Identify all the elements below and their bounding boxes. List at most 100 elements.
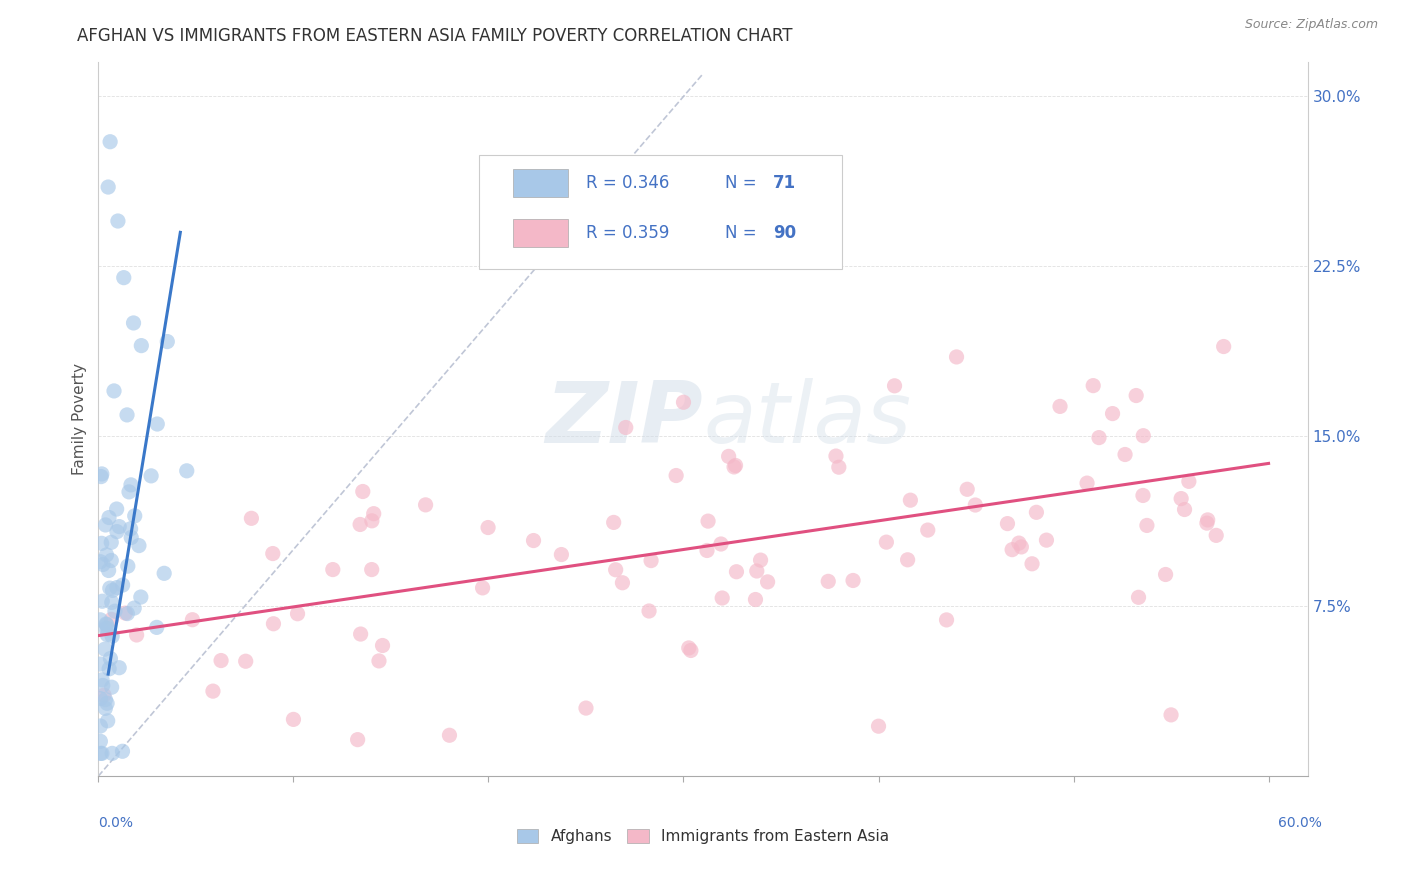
Point (665, 468, 688, 483)
Point (550, 548, 572, 562)
Point (120, 478, 142, 492)
Point (696, 543, 718, 558)
Point (672, 395, 695, 409)
Point (201, 684, 224, 698)
Point (120, 522, 142, 536)
Point (679, 643, 702, 657)
Point (917, 523, 939, 537)
Point (100, 612, 122, 626)
Point (1088, 431, 1111, 445)
Point (105, 524, 128, 539)
Point (724, 458, 747, 473)
Point (360, 514, 382, 528)
Point (1132, 428, 1154, 442)
Text: N =: N = (724, 174, 762, 192)
Point (91, 594, 114, 608)
Point (94, 642, 117, 657)
Point (1195, 516, 1218, 530)
Point (117, 607, 139, 621)
Point (638, 604, 661, 618)
Point (146, 417, 169, 431)
Point (868, 719, 890, 733)
Point (124, 508, 146, 523)
Point (1076, 476, 1098, 491)
Point (1136, 518, 1159, 533)
Point (94, 692, 117, 706)
Point (98, 135, 121, 149)
Point (90, 467, 112, 481)
Point (98, 581, 121, 595)
Point (105, 502, 128, 516)
Point (1205, 528, 1227, 542)
Point (89, 555, 111, 569)
Point (346, 732, 368, 747)
Point (209, 654, 232, 668)
Point (789, 248, 811, 262)
Point (128, 539, 150, 553)
Text: R = 0.346: R = 0.346 (586, 174, 669, 192)
Point (131, 338, 153, 352)
Point (91, 678, 114, 692)
Point (103, 384, 125, 398)
Point (1170, 491, 1192, 506)
Point (114, 606, 136, 620)
Point (997, 516, 1019, 531)
Point (89, 691, 111, 706)
Point (900, 493, 922, 508)
Point (1178, 475, 1201, 489)
Point (287, 607, 309, 621)
Point (1083, 378, 1105, 392)
Point (349, 627, 371, 641)
Point (240, 511, 263, 525)
Point (612, 575, 634, 590)
Point (875, 535, 897, 549)
Point (100, 680, 122, 694)
Point (1173, 502, 1195, 516)
Point (471, 581, 494, 595)
Point (956, 483, 979, 497)
Point (100, 651, 122, 665)
Point (897, 553, 920, 567)
Point (711, 591, 734, 605)
Point (120, 531, 142, 545)
Point (96, 696, 118, 710)
Point (90, 747, 112, 761)
Point (111, 578, 134, 592)
Point (678, 640, 700, 655)
Text: R = 0.359: R = 0.359 (586, 224, 669, 242)
Point (89, 613, 111, 627)
Point (1160, 707, 1182, 722)
Point (94, 701, 117, 715)
Point (111, 744, 134, 758)
Point (352, 484, 374, 499)
Point (176, 464, 198, 478)
Text: Source: ZipAtlas.com: Source: ZipAtlas.com (1244, 18, 1378, 31)
Point (91, 673, 114, 687)
Point (368, 654, 391, 668)
Point (91, 558, 114, 572)
Point (723, 459, 745, 474)
Text: ZIP: ZIP (546, 377, 703, 461)
Point (118, 484, 141, 499)
Point (349, 517, 371, 532)
Point (1114, 448, 1136, 462)
Point (108, 519, 131, 533)
Point (825, 449, 848, 463)
Point (756, 574, 779, 589)
Point (153, 566, 176, 581)
Point (145, 620, 167, 634)
Point (90, 747, 112, 761)
Point (1197, 513, 1219, 527)
Point (415, 498, 437, 512)
Point (89, 657, 111, 671)
Point (125, 628, 148, 642)
Point (725, 565, 748, 579)
Point (108, 661, 131, 675)
Point (1101, 407, 1123, 421)
Point (363, 507, 385, 521)
Point (360, 563, 382, 577)
Point (262, 616, 284, 631)
Point (1008, 536, 1031, 550)
Point (100, 595, 122, 609)
Point (1010, 540, 1032, 554)
